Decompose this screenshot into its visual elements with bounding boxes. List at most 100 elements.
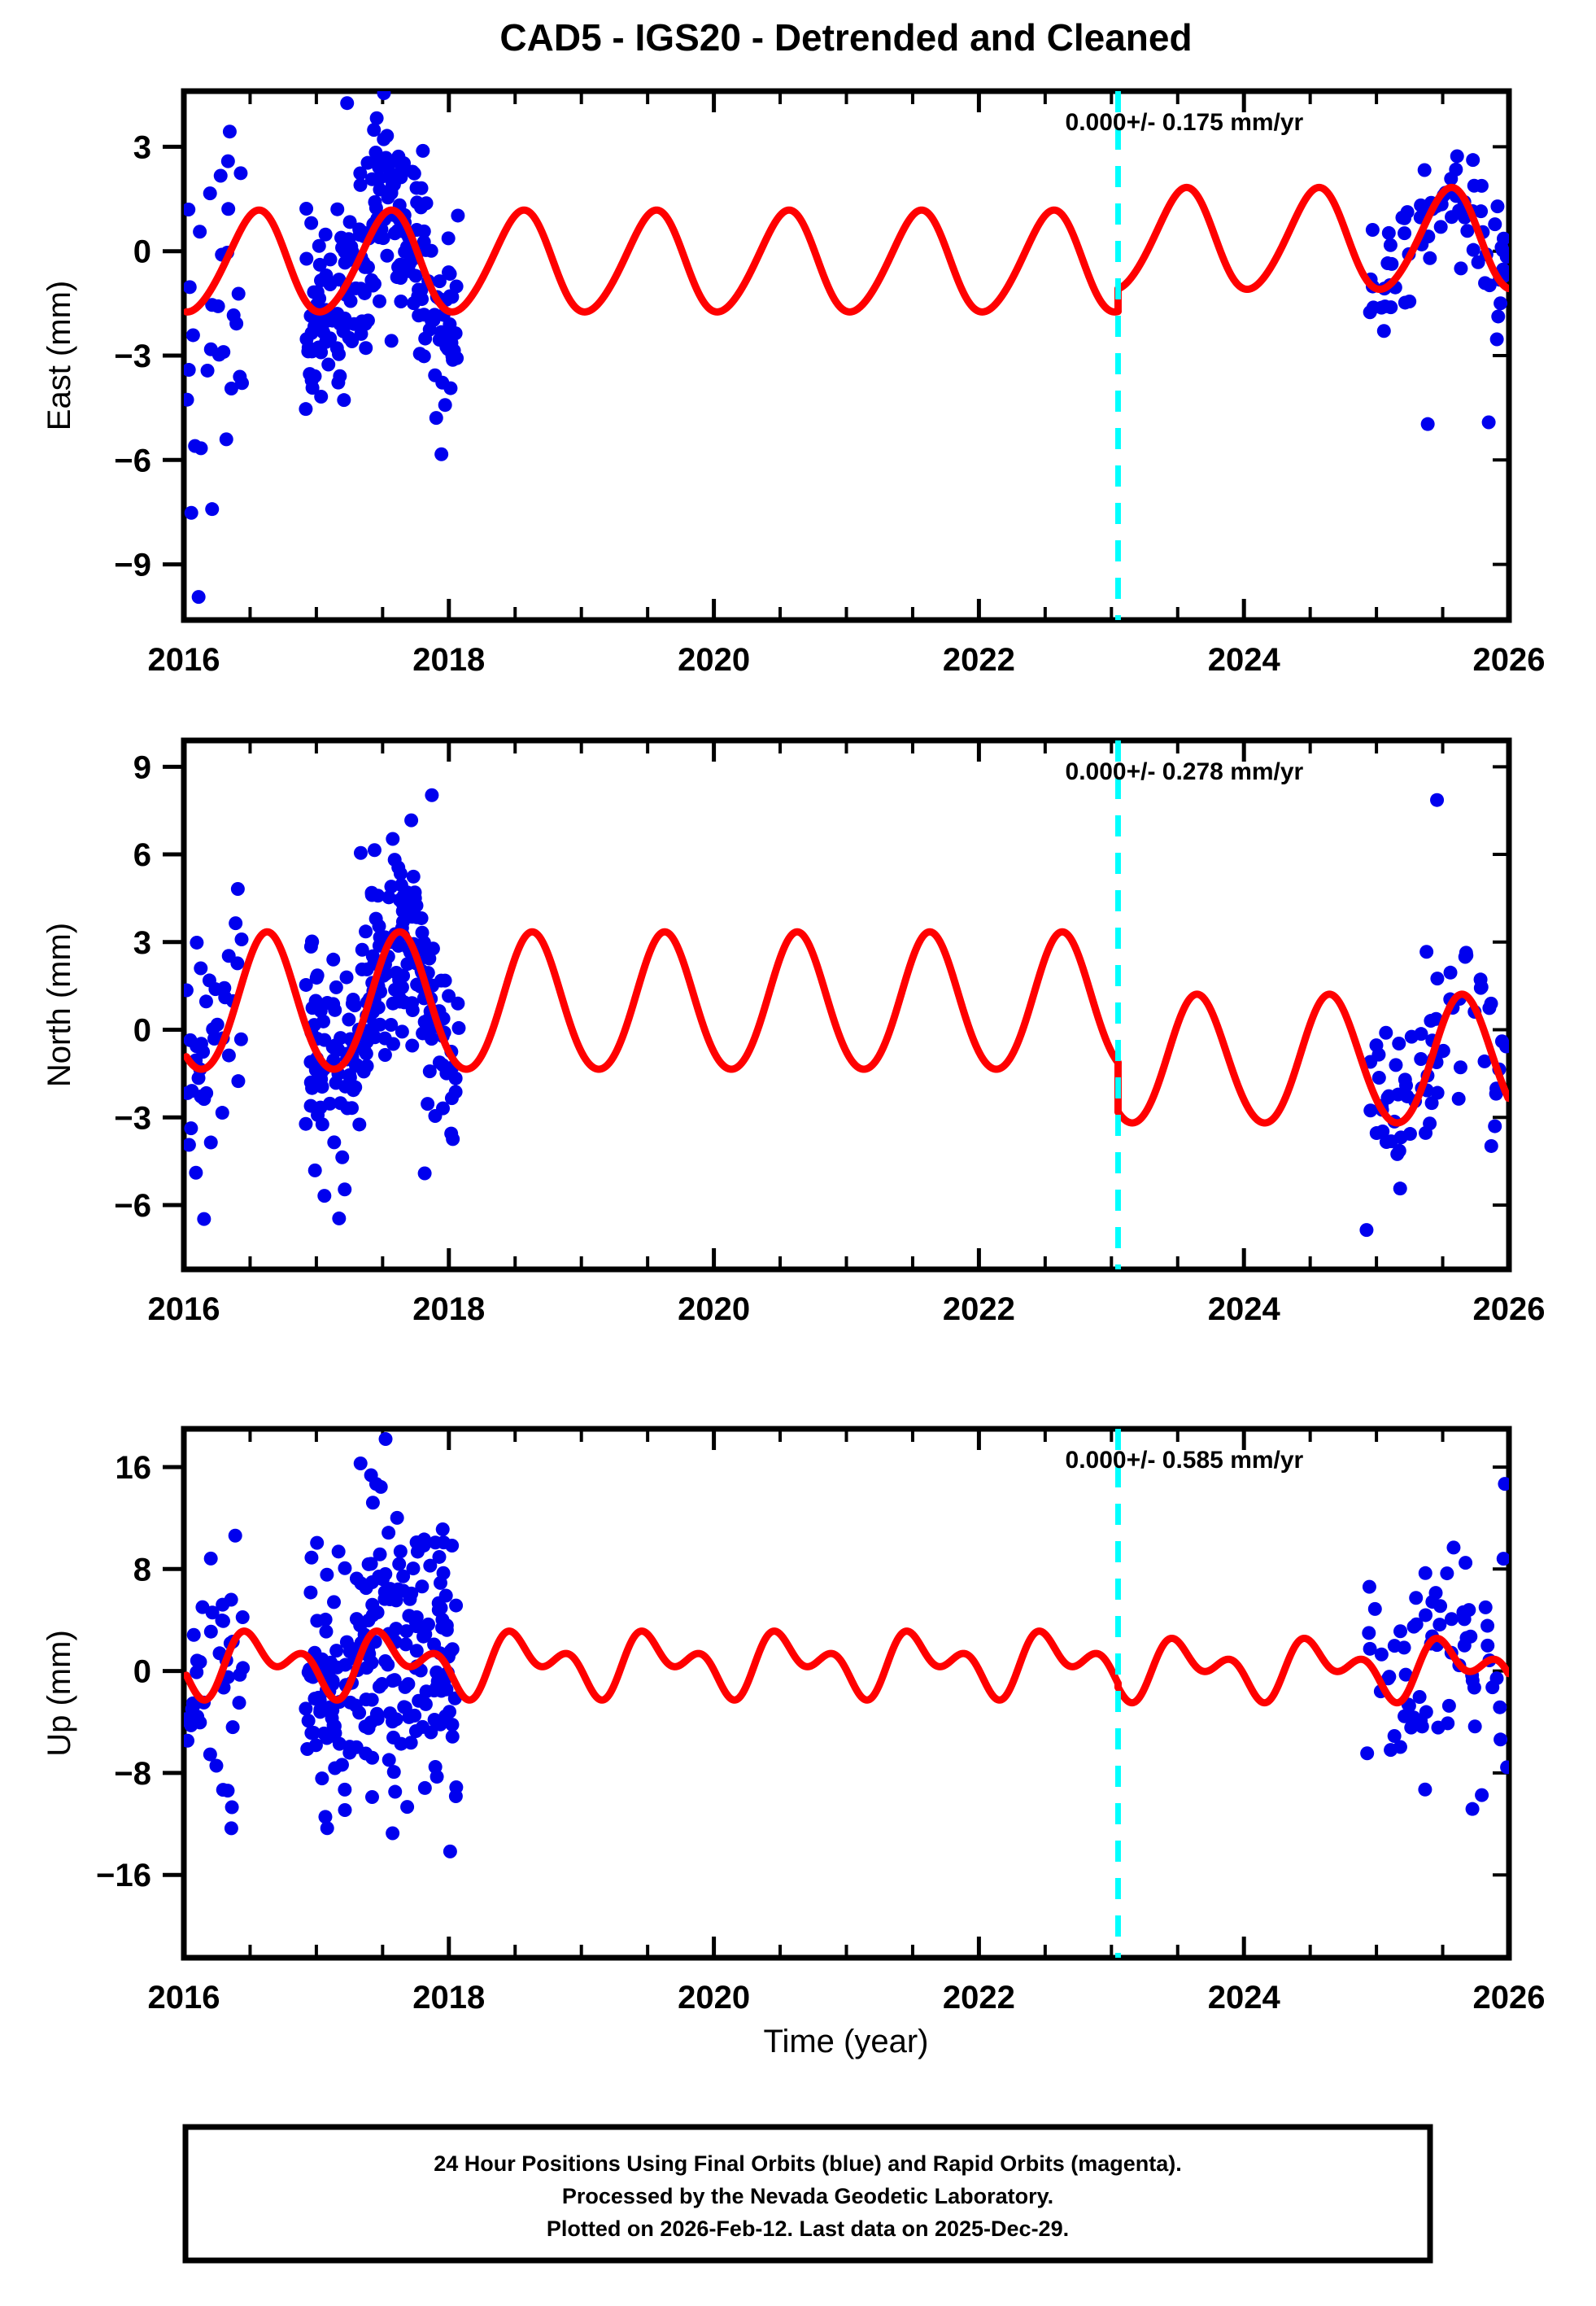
data-point: [404, 813, 419, 828]
data-point: [443, 1844, 457, 1858]
data-point: [1412, 1690, 1427, 1705]
data-point: [342, 215, 357, 229]
data-point: [185, 328, 200, 343]
data-point: [303, 1055, 318, 1069]
data-point: [368, 194, 382, 209]
data-point: [422, 1064, 437, 1079]
data-point: [1418, 1782, 1432, 1797]
data-point: [409, 898, 424, 913]
data-point: [186, 1627, 201, 1642]
data-point: [438, 973, 452, 988]
data-point: [423, 1558, 438, 1573]
data-point: [358, 317, 373, 331]
data-point: [340, 1101, 355, 1116]
data-point: [198, 994, 213, 1009]
data-point: [391, 260, 406, 274]
data-point: [338, 1561, 352, 1575]
data-point: [1415, 1719, 1429, 1734]
data-point: [1444, 1612, 1459, 1627]
data-point: [416, 935, 431, 950]
data-point: [432, 274, 447, 289]
data-point: [387, 226, 402, 241]
data-point: [345, 334, 360, 348]
data-point: [312, 1690, 326, 1705]
data-point: [216, 1614, 230, 1628]
data-point: [392, 893, 407, 907]
model-curve-pre-event: [184, 1627, 1122, 1704]
data-point: [390, 1510, 404, 1525]
data-point: [203, 1747, 217, 1762]
x-axis-tick-label: 2020: [678, 642, 750, 678]
data-point: [1441, 1716, 1455, 1731]
data-point: [384, 1017, 399, 1032]
data-point: [1402, 1127, 1417, 1142]
model-curve-post-event: [1114, 1634, 1509, 1707]
data-point: [408, 269, 423, 283]
data-point: [323, 1096, 338, 1111]
data-point: [1459, 1556, 1473, 1570]
data-point: [303, 1585, 318, 1600]
data-point: [1379, 1025, 1393, 1040]
data-point: [1474, 178, 1489, 193]
data-point: [190, 935, 204, 950]
data-point: [203, 1135, 218, 1150]
data-point: [409, 1644, 424, 1658]
data-point: [184, 505, 198, 520]
data-point: [442, 989, 456, 1003]
data-point: [425, 1032, 439, 1046]
data-point: [316, 1014, 331, 1029]
data-point: [1484, 1138, 1498, 1153]
y-axis-tick-label: 3: [133, 925, 151, 961]
data-point: [325, 1711, 339, 1726]
data-point: [443, 267, 457, 282]
data-point: [205, 502, 220, 517]
x-axis-tick-label: 2024: [1208, 1980, 1281, 2016]
y-axis-tick-label: −16: [96, 1858, 151, 1893]
data-point: [421, 1617, 435, 1631]
x-axis-tick-label: 2026: [1473, 1291, 1546, 1327]
data-point: [313, 1702, 328, 1717]
data-point: [304, 216, 319, 230]
data-point: [324, 1655, 338, 1670]
data-point: [1398, 226, 1412, 241]
data-point: [224, 1821, 238, 1836]
data-point: [443, 289, 457, 304]
data-point: [1409, 1591, 1424, 1605]
data-point: [1384, 300, 1398, 315]
data-point: [209, 1758, 224, 1773]
data-point: [1392, 1143, 1406, 1158]
data-point: [1462, 1603, 1476, 1618]
data-point: [405, 996, 420, 1011]
model-curve-pre-event: [184, 928, 1122, 1073]
data-point: [386, 1826, 400, 1841]
data-point: [355, 962, 369, 976]
panel-east: 2016 2018 2020 2022 2024 2026 3 0 −3 −6 −9 East (mm…: [41, 88, 1545, 678]
data-point: [220, 154, 235, 168]
data-point: [1414, 1052, 1428, 1067]
data-point: [304, 1726, 319, 1740]
data-point: [1384, 1743, 1398, 1758]
data-point: [1493, 1700, 1507, 1714]
data-point: [343, 294, 358, 308]
data-point: [416, 349, 431, 364]
data-point: [367, 843, 382, 858]
data-point: [382, 890, 396, 905]
data-point: [310, 285, 325, 299]
data-point: [1430, 972, 1445, 986]
data-point: [412, 282, 426, 297]
data-point: [225, 1800, 239, 1815]
data-point: [190, 1039, 204, 1054]
data-point: [1398, 1667, 1413, 1682]
data-point: [356, 1064, 371, 1079]
data-point: [410, 195, 425, 210]
data-point: [1376, 324, 1391, 338]
data-point: [194, 961, 208, 976]
data-point: [1467, 1680, 1481, 1695]
data-point: [424, 243, 438, 258]
data-point: [364, 888, 379, 902]
data-point: [190, 1653, 204, 1668]
data-point: [1423, 1116, 1437, 1131]
data-point: [409, 181, 424, 195]
data-point: [389, 965, 403, 980]
data-point: [234, 932, 249, 946]
